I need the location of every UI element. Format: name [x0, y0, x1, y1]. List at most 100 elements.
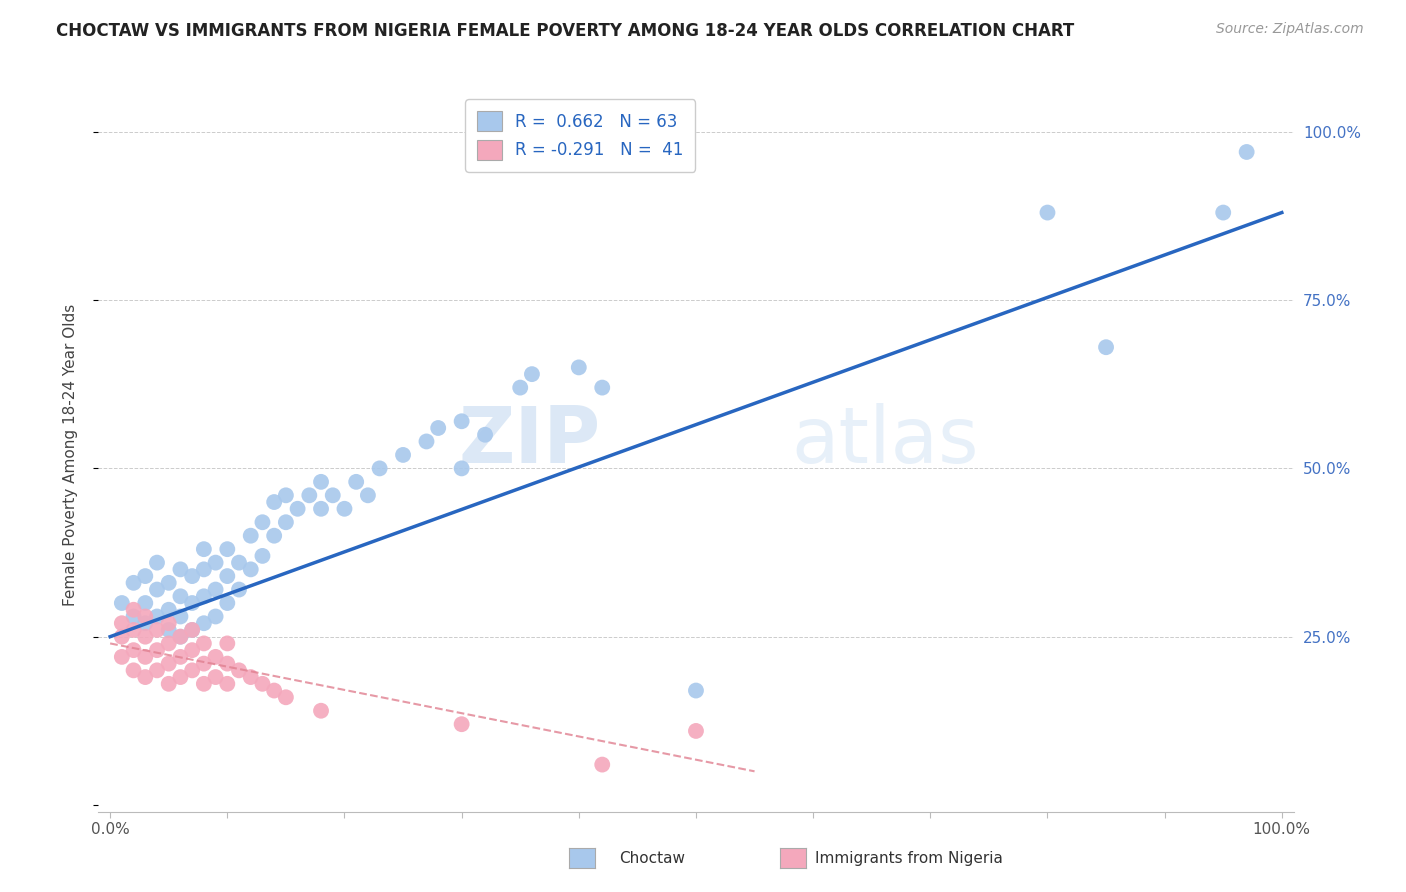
Point	[252, 515, 274, 529]
Point	[263, 529, 285, 543]
Point	[181, 664, 204, 678]
Point	[193, 542, 215, 557]
Text: CHOCTAW VS IMMIGRANTS FROM NIGERIA FEMALE POVERTY AMONG 18-24 YEAR OLDS CORRELAT: CHOCTAW VS IMMIGRANTS FROM NIGERIA FEMAL…	[56, 22, 1074, 40]
Point	[520, 367, 543, 381]
Y-axis label: Female Poverty Among 18-24 Year Olds: Female Poverty Among 18-24 Year Olds	[63, 304, 77, 606]
Point	[134, 616, 156, 631]
Point	[193, 616, 215, 631]
Point	[169, 630, 191, 644]
Point	[169, 649, 191, 664]
Point	[450, 461, 472, 475]
Point	[274, 488, 297, 502]
Text: Choctaw: Choctaw	[619, 851, 685, 865]
Point	[322, 488, 344, 502]
Point	[134, 649, 156, 664]
Point	[217, 569, 239, 583]
Point	[239, 670, 262, 684]
Point	[181, 569, 204, 583]
Point	[157, 636, 180, 650]
Text: Immigrants from Nigeria: Immigrants from Nigeria	[815, 851, 1004, 865]
Point	[228, 664, 250, 678]
Point	[134, 630, 156, 644]
Point	[263, 683, 285, 698]
Point	[157, 677, 180, 691]
Point	[157, 575, 180, 590]
Point	[239, 562, 262, 576]
Point	[274, 515, 297, 529]
Point	[146, 664, 169, 678]
Point	[252, 677, 274, 691]
Point	[146, 643, 169, 657]
Point	[134, 569, 156, 583]
Point	[1236, 145, 1258, 159]
Point	[204, 556, 226, 570]
Point	[169, 562, 191, 576]
Point	[217, 657, 239, 671]
Point	[146, 609, 169, 624]
Point	[217, 542, 239, 557]
Point	[427, 421, 450, 435]
Point	[274, 690, 297, 705]
Point	[568, 360, 591, 375]
Point	[134, 609, 156, 624]
Point	[298, 488, 321, 502]
Point	[111, 649, 134, 664]
Point	[169, 609, 191, 624]
Point	[1036, 205, 1059, 219]
Point	[415, 434, 437, 449]
Point	[181, 643, 204, 657]
Point	[287, 501, 309, 516]
Point	[450, 414, 472, 428]
Point	[368, 461, 391, 475]
Point	[146, 556, 169, 570]
Point	[193, 636, 215, 650]
Point	[685, 683, 707, 698]
Point	[228, 556, 250, 570]
Legend: R =  0.662   N = 63, R = -0.291   N =  41: R = 0.662 N = 63, R = -0.291 N = 41	[465, 99, 696, 171]
Point	[193, 589, 215, 603]
Point	[122, 643, 145, 657]
Point	[193, 562, 215, 576]
Point	[591, 381, 613, 395]
Point	[122, 664, 145, 678]
Point	[193, 677, 215, 691]
Point	[392, 448, 415, 462]
Point	[169, 630, 191, 644]
Point	[157, 603, 180, 617]
Point	[474, 427, 496, 442]
Point	[309, 704, 332, 718]
Point	[204, 609, 226, 624]
Point	[146, 623, 169, 637]
Point	[122, 603, 145, 617]
Point	[111, 596, 134, 610]
Point	[263, 495, 285, 509]
Point	[217, 596, 239, 610]
Point	[509, 381, 531, 395]
Point	[204, 582, 226, 597]
Point	[217, 677, 239, 691]
Point	[204, 649, 226, 664]
Point	[181, 623, 204, 637]
Point	[357, 488, 380, 502]
Point	[122, 609, 145, 624]
Point	[685, 723, 707, 738]
Point	[157, 657, 180, 671]
Point	[333, 501, 356, 516]
Text: Source: ZipAtlas.com: Source: ZipAtlas.com	[1216, 22, 1364, 37]
Point	[239, 529, 262, 543]
Point	[193, 657, 215, 671]
Point	[146, 582, 169, 597]
Point	[169, 670, 191, 684]
Point	[122, 623, 145, 637]
Point	[252, 549, 274, 563]
Point	[157, 616, 180, 631]
Point	[204, 670, 226, 684]
Point	[344, 475, 367, 489]
Point	[309, 501, 332, 516]
Point	[309, 475, 332, 489]
Point	[111, 630, 134, 644]
Point	[181, 596, 204, 610]
Point	[122, 575, 145, 590]
Point	[591, 757, 613, 772]
Point	[1212, 205, 1234, 219]
